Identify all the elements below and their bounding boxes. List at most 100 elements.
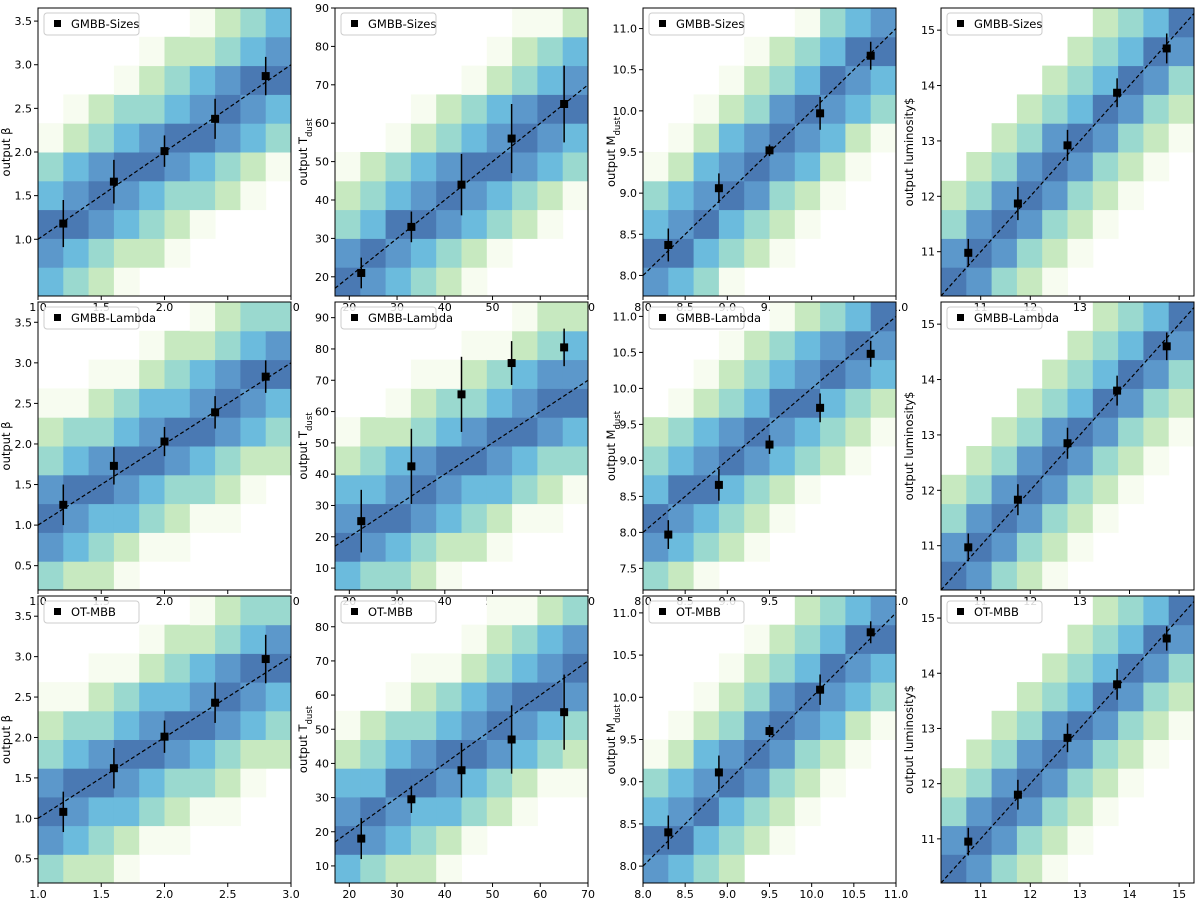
heat-cell	[537, 330, 564, 361]
heat-cell	[63, 854, 90, 883]
heat-cell	[1016, 854, 1043, 883]
heat-cell	[240, 474, 267, 505]
heat-cell	[436, 94, 462, 124]
heat-cell	[991, 768, 1018, 798]
legend-label: GMBB-Lambda	[974, 311, 1059, 325]
heat-cell	[1143, 65, 1170, 95]
heat-cell	[512, 446, 538, 476]
heat-cell	[1168, 653, 1194, 683]
data-point	[1013, 495, 1022, 504]
heat-cell	[38, 710, 64, 740]
panel-2-1: 20 30 40 50 60 70 10 20 30 40 50 60 70 80 output Tdust…	[296, 595, 595, 901]
data-point	[560, 100, 569, 108]
y-tick-label: 3.5	[15, 316, 33, 329]
heat-cell	[668, 825, 695, 855]
heat-cell	[461, 474, 488, 505]
heat-cell	[744, 359, 770, 389]
heat-cell	[1092, 36, 1119, 67]
heat-cell	[461, 238, 488, 268]
heat-cell	[693, 388, 720, 418]
heat-cell	[744, 388, 770, 418]
heat-cell	[189, 359, 216, 389]
heat-cell	[113, 561, 140, 590]
heat-cell	[744, 474, 770, 505]
y-tick-label: 60	[315, 406, 329, 419]
y-tick-label: 12	[921, 778, 935, 791]
heat-cell	[643, 768, 669, 798]
heat-cell	[410, 854, 437, 883]
heat-cell	[215, 359, 241, 389]
y-axis-label: output luminosity$	[902, 685, 916, 794]
axes-frame	[334, 301, 589, 591]
heat-cell	[966, 474, 993, 505]
heat-cell	[1067, 36, 1094, 67]
heat-cell	[769, 359, 796, 389]
heat-cell	[139, 768, 165, 798]
heat-cell	[1067, 446, 1094, 476]
heat-cell	[966, 854, 993, 883]
identity-line	[335, 84, 588, 289]
y-tick-label: 10	[315, 860, 329, 873]
heat-cell	[38, 417, 64, 447]
heat-cell	[215, 474, 241, 505]
y-tick-label: 8.5	[620, 228, 638, 241]
heat-cell	[1092, 152, 1119, 182]
heat-cell	[410, 739, 437, 769]
heat-cell	[360, 209, 387, 239]
heat-cell	[1067, 739, 1094, 769]
heat-cell	[794, 768, 821, 798]
data-point	[211, 114, 220, 123]
heat-cell	[769, 768, 796, 798]
x-tick-label: 9.5	[761, 595, 779, 608]
heat-cell	[436, 796, 462, 827]
heat-cell	[718, 825, 745, 855]
y-tick-label: 30	[315, 232, 329, 245]
heat-cell	[1118, 739, 1144, 769]
heat-cell	[991, 739, 1018, 769]
heat-cell	[360, 561, 387, 590]
heat-cell	[410, 359, 437, 389]
heat-cell	[870, 653, 896, 683]
y-axis-label: output Mdust	[604, 410, 623, 481]
heat-cell	[461, 532, 488, 562]
heat-cell	[1118, 36, 1144, 67]
heat-cell	[139, 796, 165, 827]
heat-cell	[113, 503, 140, 533]
heat-cell	[385, 180, 412, 211]
heat-cell	[1092, 94, 1119, 124]
heat-cell	[820, 768, 846, 798]
heat-cell	[991, 417, 1018, 447]
heat-cell	[966, 446, 993, 476]
data-point	[1113, 680, 1122, 689]
heat-cell	[113, 739, 140, 769]
y-tick-label: 8.0	[620, 860, 638, 873]
heat-cell	[164, 446, 191, 476]
heat-cell	[1092, 180, 1119, 211]
heat-cell	[1118, 446, 1144, 476]
y-tick-label: 11	[921, 833, 935, 846]
heat-cell	[1118, 123, 1144, 153]
heat-cell	[991, 825, 1018, 855]
heat-cell	[88, 532, 115, 562]
heat-cell	[113, 854, 140, 883]
y-tick-label: 13	[921, 135, 935, 148]
heat-cell	[668, 854, 695, 883]
heat-cell	[385, 854, 412, 883]
heat-cell	[410, 653, 437, 683]
heat-cell	[1168, 8, 1194, 38]
heat-cell	[486, 682, 513, 712]
data-point	[866, 628, 875, 637]
heat-cell	[769, 739, 796, 769]
heat-cell	[486, 532, 513, 562]
heat-cell	[335, 532, 361, 562]
heat-cell	[1016, 209, 1043, 239]
x-tick-label: 15	[1172, 888, 1186, 901]
heat-cell	[562, 446, 588, 476]
heat-cell	[1092, 653, 1119, 683]
heat-cell	[88, 209, 115, 239]
heat-cell	[215, 123, 241, 153]
heat-cell	[794, 8, 821, 38]
legend-marker	[351, 20, 358, 27]
heat-cell	[744, 330, 770, 361]
legend-box	[340, 600, 437, 624]
